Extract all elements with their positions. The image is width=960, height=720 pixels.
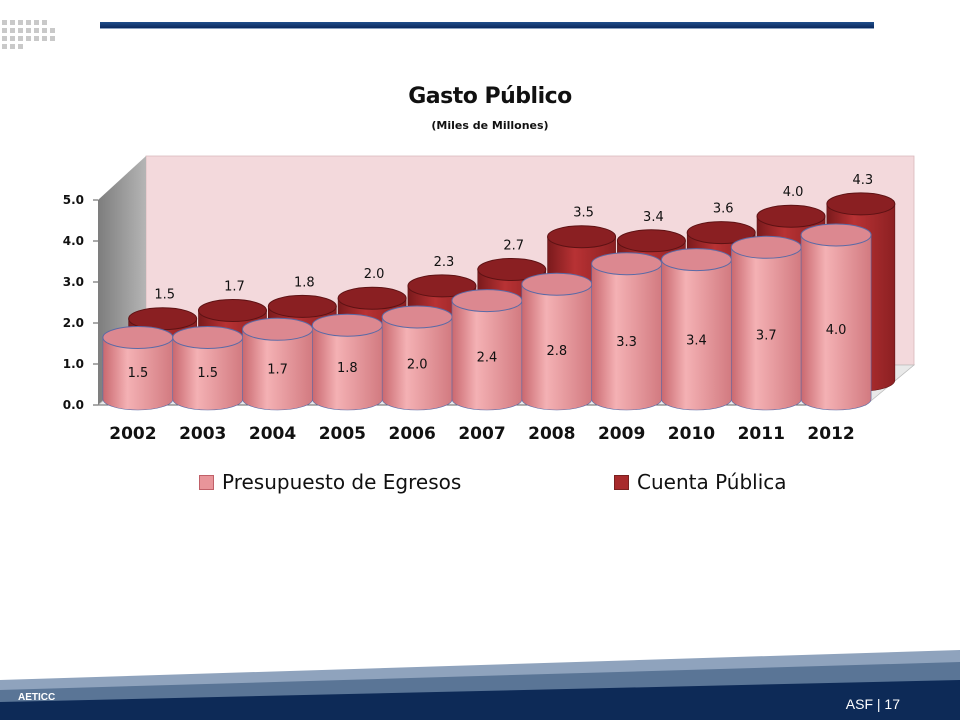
presupuesto-data-label: 1.5 — [197, 366, 218, 381]
presupuesto-bar-2008 — [521, 272, 593, 411]
cuenta-data-label: 2.7 — [503, 239, 524, 254]
cuenta-data-label: 3.5 — [573, 206, 594, 221]
presupuesto-bar-2003 — [172, 326, 244, 411]
x-category-label: 2004 — [249, 424, 296, 444]
cuenta-data-label: 1.5 — [154, 288, 175, 303]
presupuesto-bar-2006 — [381, 305, 453, 411]
x-category-label: 2011 — [738, 424, 785, 444]
legend-swatch-presupuesto — [199, 474, 214, 490]
x-category-label: 2007 — [458, 424, 505, 444]
cuenta-data-label: 3.4 — [643, 210, 664, 225]
legend-label-presupuesto: Presupuesto de Egresos — [222, 470, 462, 494]
legend-item-presupuesto: Presupuesto de Egresos — [199, 470, 461, 494]
presupuesto-data-label: 2.0 — [407, 358, 428, 373]
presupuesto-data-label: 2.4 — [477, 351, 498, 366]
x-category-label: 2008 — [528, 424, 575, 444]
x-category-label: 2012 — [807, 424, 854, 444]
y-tick-label: 0.0 — [63, 398, 84, 412]
chart-subtitle: (Miles de Millones) — [431, 119, 549, 132]
presupuesto-bar-2004 — [242, 317, 314, 411]
cuenta-data-label: 1.8 — [294, 275, 315, 290]
presupuesto-data-label: 4.0 — [826, 323, 847, 338]
presupuesto-data-label: 1.5 — [128, 366, 149, 381]
cuenta-data-label: 4.0 — [783, 185, 804, 200]
x-category-label: 2010 — [668, 424, 715, 444]
presupuesto-data-label: 3.7 — [756, 328, 777, 343]
decorative-dot-grid — [2, 20, 55, 49]
presupuesto-data-label: 3.4 — [686, 333, 707, 348]
presupuesto-bar-2009 — [591, 252, 663, 411]
legend-item-cuenta: Cuenta Pública — [614, 470, 787, 494]
cuenta-data-label: 2.3 — [434, 255, 455, 270]
presupuesto-bar-2007 — [451, 289, 523, 411]
footer-page-label: ASF | 17 — [845, 696, 900, 712]
y-tick-label: 4.0 — [63, 234, 84, 248]
x-category-label: 2003 — [179, 424, 226, 444]
legend-swatch-cuenta — [614, 474, 629, 490]
presupuesto-bar-2010 — [660, 248, 732, 411]
presupuesto-bar-2002 — [102, 326, 174, 411]
legend-label-cuenta: Cuenta Pública — [637, 470, 787, 494]
cuenta-data-label: 4.3 — [853, 173, 874, 188]
footer-org-label: AETICC — [18, 692, 56, 703]
presupuesto-bar-2012 — [800, 223, 872, 411]
y-tick-label: 3.0 — [63, 275, 84, 289]
x-category-label: 2009 — [598, 424, 645, 444]
presupuesto-bar-2011 — [730, 235, 802, 411]
x-category-label: 2002 — [109, 424, 156, 444]
top-rule — [100, 22, 874, 29]
y-tick-label: 2.0 — [63, 316, 84, 330]
presupuesto-data-label: 1.7 — [267, 363, 288, 378]
presupuesto-data-label: 1.8 — [337, 361, 358, 376]
footer-band — [0, 650, 960, 720]
x-category-label: 2005 — [319, 424, 366, 444]
cuenta-data-label: 2.0 — [364, 267, 385, 282]
cuenta-data-label: 1.7 — [224, 280, 245, 295]
presupuesto-data-label: 2.8 — [546, 344, 567, 359]
presupuesto-bar-2005 — [311, 313, 383, 411]
presupuesto-data-label: 3.3 — [616, 335, 637, 350]
x-category-label: 2006 — [389, 424, 436, 444]
y-tick-label: 5.0 — [63, 193, 84, 207]
cuenta-data-label: 3.6 — [713, 202, 734, 217]
y-tick-label: 1.0 — [63, 357, 84, 371]
chart-title: Gasto Público — [408, 84, 572, 109]
